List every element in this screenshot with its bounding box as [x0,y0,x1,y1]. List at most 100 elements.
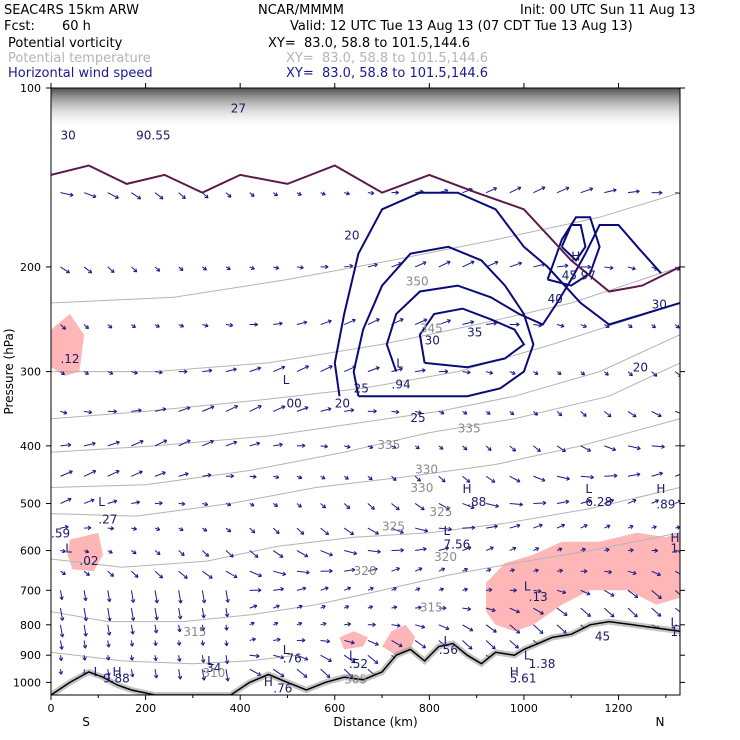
wind-vector-head [298,475,303,480]
wind-vector-head [106,672,111,677]
wind-vector-head [304,656,309,661]
wind-vector-head [565,186,570,191]
wind-vector-head [467,546,472,551]
wind-vector [509,547,517,551]
wind-vector-head [58,657,64,662]
wind-vector-head [133,268,138,273]
contour-annotation: 315 [420,601,443,615]
wind-speed-contour-30 [385,224,662,372]
wind-vector-head [489,546,494,551]
wind-vector-head [494,260,499,265]
wind-vector [154,371,163,374]
wind-vector [580,187,593,194]
wind-vector [462,445,468,451]
wind-vector [60,526,69,529]
wind-vector [320,527,329,536]
wind-vector-head [204,323,209,328]
wind-vector-head [250,265,255,270]
wind-vector-head [612,447,617,452]
contour-annotation: 27 [231,102,246,116]
wind-vector [225,324,233,326]
wind-vector [107,570,114,577]
wind-vector [651,371,658,377]
wind-vector-head [250,192,255,197]
wind-vector [107,500,118,504]
wind-vector-head [200,627,206,632]
contour-annotation: L [444,524,451,538]
wind-vector [485,546,494,551]
wind-vector-head [91,441,96,447]
theta-contour-335 [51,334,680,453]
wind-vector [533,263,546,268]
wind-vector-head [325,531,330,536]
contour-annotation: 320 [434,550,457,564]
wind-vector [225,527,232,533]
wind-vector-head [440,410,445,415]
wind-vector [249,638,256,641]
wind-vector [462,624,474,632]
wind-vector [509,607,520,613]
wind-vector-head [115,440,120,445]
wind-vector-head [511,370,516,375]
wind-vector [343,527,354,536]
field-xy-wind: XY= 83.0, 58.8 to 101.5,144.6 [286,66,489,81]
wind-vector-head [613,473,618,478]
wind-vector-head [139,439,144,444]
contour-annotation: L [524,648,531,662]
wind-vector-head [395,506,400,511]
wind-vector-head [422,546,427,552]
wind-vector-head [396,623,401,628]
theta-contour-350 [51,192,680,304]
wind-vector [509,371,516,375]
wind-vector-head [186,439,191,444]
contour-annotation: 30 [652,298,667,312]
wind-vector-head [279,553,284,558]
wind-vector-head [628,324,633,329]
wind-vector [509,502,523,506]
wind-vector [154,624,157,634]
wind-vector-head [582,412,587,417]
wind-vector [674,589,680,596]
wind-vector-head [59,596,64,601]
wind-vector [225,669,229,682]
wind-vector-head [85,325,90,330]
wind-vector [154,570,163,579]
wind-vector [675,445,680,447]
wind-vector-head [535,547,540,552]
contour-annotation: .00 [283,397,302,411]
wind-vector-head [65,269,70,274]
wind-vector-head [415,445,420,450]
wind-vector-head [153,674,159,679]
wind-vector-head [558,547,563,552]
wind-vector-head [130,599,136,603]
wind-vector [178,669,181,680]
wind-vector [225,570,238,578]
wind-vector-head [204,501,209,507]
wind-vector-head [512,447,517,452]
wind-vector-head [610,613,615,618]
wind-vector [131,266,138,273]
wind-vector-head [657,413,662,418]
wind-vector-head [179,267,184,272]
wind-vector-head [321,475,326,480]
wind-vector-head [370,505,375,510]
wind-vector [83,470,97,477]
wind-vector-head [446,319,451,324]
wind-vector [272,550,284,558]
wind-vector-head [439,445,444,450]
wind-vector-head [62,325,67,330]
wind-vector-head [252,474,257,479]
wind-vector-head [346,505,351,510]
wind-vector [273,654,284,659]
contour-annotation: L [283,373,290,387]
wind-vector [604,475,618,477]
x-tick-label: 400 [230,702,251,715]
wind-vector-head [372,622,376,627]
wind-vector-head [346,444,351,449]
y-tick-label: 700 [20,584,41,597]
wind-vector-head [512,546,517,551]
wind-vector-head [83,617,89,622]
wind-vector-head [423,318,428,323]
contour-annotation: 20 [335,397,350,411]
wind-vector-head [534,370,539,375]
